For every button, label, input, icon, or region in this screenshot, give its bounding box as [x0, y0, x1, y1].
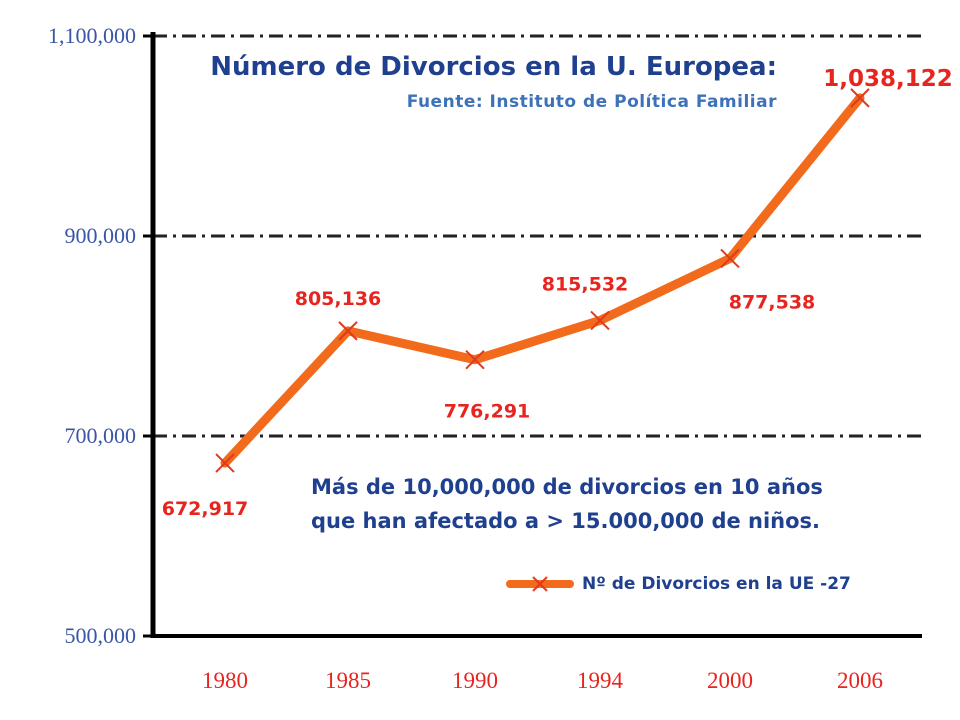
- x-tick-label-2000: 2000: [707, 668, 753, 693]
- x-tick-label-1980: 1980: [202, 668, 248, 693]
- x-tick-label-1990: 1990: [452, 668, 498, 693]
- marker-2006: [850, 88, 870, 108]
- gridlines: [153, 34, 922, 438]
- annotation-line-1: Más de 10,000,000 de divorcios en 10 año…: [311, 475, 823, 499]
- x-tick-label-1994: 1994: [577, 668, 624, 693]
- axes: [150, 32, 922, 638]
- legend-marker: [506, 576, 574, 592]
- x-axis-ticks: 1980 1985 1990 1994 2000 2006: [202, 668, 883, 693]
- x-tick-label-1985: 1985: [325, 668, 371, 693]
- x-tick-label-2006: 2006: [837, 668, 883, 693]
- annotation-line-2: que han afectado a > 15.000,000 de niños…: [311, 509, 821, 533]
- data-label-1980: 672,917: [162, 498, 249, 520]
- data-label-2000: 877,538: [729, 291, 816, 313]
- series-markers: [215, 88, 870, 473]
- data-label-1990: 776,291: [444, 401, 531, 423]
- marker-1985: [338, 321, 358, 341]
- y-tick-label-2: 900,000: [65, 223, 137, 248]
- series-line: [220, 93, 865, 468]
- legend-marker-x-b: [532, 576, 548, 592]
- y-axis-ticks: 500,000 700,000 900,000 1,100,000: [48, 23, 153, 648]
- marker-2000: [720, 248, 740, 269]
- y-tick-label-3: 1,100,000: [48, 23, 136, 48]
- y-tick-label-0: 500,000: [65, 623, 137, 648]
- marker-1980: [215, 453, 235, 473]
- marker-1994: [590, 310, 610, 331]
- marker-1990: [465, 350, 485, 370]
- data-label-1985: 805,136: [295, 288, 382, 310]
- data-label-1994: 815,532: [542, 273, 629, 295]
- chart-annotation: Más de 10,000,000 de divorcios en 10 año…: [311, 470, 823, 538]
- y-tick-label-1: 700,000: [65, 423, 137, 448]
- chart-title: Número de Divorcios en la U. Europea:: [210, 52, 777, 82]
- data-label-2006: 1,038,122: [823, 66, 953, 92]
- series-line-divorcios: [220, 93, 865, 468]
- chart-subtitle: Fuente: Instituto de Política Familiar: [406, 92, 777, 112]
- data-labels: 672,917 805,136 776,291 815,532 877,538 1,038…: [162, 66, 953, 520]
- legend-label: Nº de Divorcios en la UE -27: [582, 574, 851, 594]
